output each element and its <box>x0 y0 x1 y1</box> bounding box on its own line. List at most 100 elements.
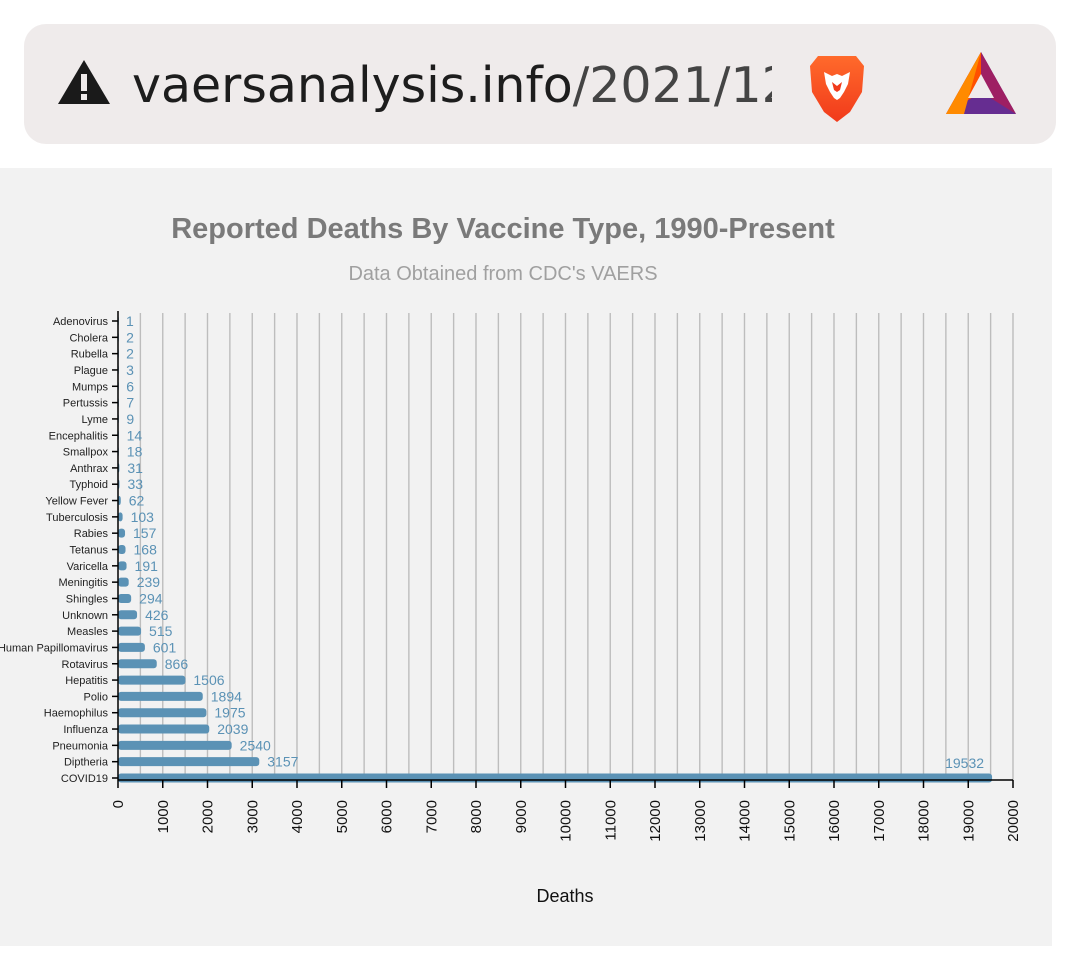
chart-subtitle: Data Obtained from CDC's VAERS <box>348 263 657 285</box>
category-label: Tetanus <box>69 545 108 557</box>
value-label: 2 <box>126 329 134 345</box>
value-label: 191 <box>135 558 159 574</box>
x-tick-label: 20000 <box>1005 800 1022 842</box>
bar <box>118 528 126 538</box>
x-tick-label: 15000 <box>781 800 798 842</box>
category-label: Typhoid <box>69 479 108 491</box>
value-label: 426 <box>145 607 169 623</box>
category-label: Meningitis <box>58 577 108 589</box>
bar-chart: Reported Deaths By Vaccine Type, 1990-Pr… <box>0 213 1022 906</box>
x-tick-label: 3000 <box>244 800 261 833</box>
value-label: 866 <box>165 656 189 672</box>
value-label: 239 <box>137 574 161 590</box>
value-label: 2540 <box>240 737 271 753</box>
chart-title: Reported Deaths By Vaccine Type, 1990-Pr… <box>171 213 835 245</box>
category-label: Polio <box>84 691 108 703</box>
category-label: Encephalitis <box>49 430 109 442</box>
axes <box>112 311 1014 788</box>
category-label: Varicella <box>67 561 109 573</box>
x-tick-label: 0 <box>110 800 127 808</box>
bars <box>118 316 993 783</box>
x-tick-label: 16000 <box>826 800 843 842</box>
category-label: Human Papillomavirus <box>0 642 108 654</box>
value-label: 18 <box>127 444 143 460</box>
x-tick-label: 9000 <box>513 800 530 833</box>
x-tick-label: 11000 <box>602 800 619 841</box>
x-tick-label: 8000 <box>468 800 485 833</box>
x-tick-label: 17000 <box>871 800 888 842</box>
brave-lion-icon[interactable] <box>804 52 870 124</box>
bar <box>118 740 232 750</box>
bar <box>118 773 993 783</box>
address-bar[interactable] <box>24 24 1056 144</box>
bar <box>118 691 203 701</box>
category-label: Pertussis <box>63 398 109 410</box>
category-label: Measles <box>67 626 108 638</box>
category-label: Hepatitis <box>65 675 108 687</box>
category-label: Unknown <box>62 610 108 622</box>
category-label: Lyme <box>82 414 109 426</box>
category-label: COVID19 <box>61 773 108 785</box>
category-label: Diptheria <box>64 757 109 769</box>
category-label: Pneumonia <box>52 740 109 752</box>
value-label: 31 <box>127 460 143 476</box>
value-label: 2039 <box>217 721 248 737</box>
category-label: Smallpox <box>63 447 109 459</box>
category-label: Tuberculosis <box>46 512 108 524</box>
category-label: Haemophilus <box>44 708 109 720</box>
labels: Adenovirus 1 Cholera 2 Rubella 2 Plague 3 Mumps 6… <box>0 313 1022 842</box>
x-tick-label: 1000 <box>155 800 172 833</box>
url-path: /2021/12 <box>572 57 772 114</box>
value-label: 168 <box>134 542 158 558</box>
bat-rewards-icon[interactable] <box>944 50 1018 118</box>
value-label: 2 <box>126 346 134 362</box>
bar <box>118 708 207 718</box>
x-tick-label: 18000 <box>916 800 933 842</box>
value-label: 3157 <box>267 754 298 770</box>
bar <box>118 675 186 685</box>
bar <box>118 545 126 554</box>
value-label: 601 <box>153 639 177 655</box>
category-label: Rotavirus <box>62 659 109 671</box>
url-text[interactable]: vaersanalysis.info/2021/12 <box>132 50 772 122</box>
category-label: Plague <box>74 365 108 377</box>
category-label: Anthrax <box>70 463 108 475</box>
category-label: Rubella <box>71 349 109 361</box>
value-label: 515 <box>149 623 173 639</box>
value-label: 1 <box>126 313 134 329</box>
url-domain: vaersanalysis.info <box>132 57 573 114</box>
warning-triangle-icon[interactable] <box>56 58 112 106</box>
bar <box>118 512 123 522</box>
category-label: Shingles <box>66 593 109 605</box>
bar <box>118 577 129 587</box>
category-label: Yellow Fever <box>45 496 108 508</box>
x-tick-label: 19000 <box>960 800 977 842</box>
x-tick-label: 7000 <box>423 800 440 833</box>
value-label: 3 <box>126 362 134 378</box>
category-label: Cholera <box>69 332 108 344</box>
bar <box>118 610 138 620</box>
value-label: 33 <box>127 476 143 492</box>
value-label: 19532 <box>945 755 984 771</box>
x-tick-label: 14000 <box>737 800 754 842</box>
bar <box>118 593 132 603</box>
value-label: 294 <box>139 590 163 606</box>
x-tick-label: 5000 <box>334 800 351 833</box>
category-label: Rabies <box>74 528 109 540</box>
category-label: Mumps <box>72 381 109 393</box>
x-tick-label: 2000 <box>200 800 217 833</box>
grid-lines <box>139 313 1014 780</box>
category-label: Adenovirus <box>53 316 109 328</box>
value-label: 6 <box>126 378 134 394</box>
bar <box>118 724 210 734</box>
x-tick-label: 10000 <box>558 800 575 842</box>
value-label: 9 <box>126 411 134 427</box>
bar <box>118 626 142 636</box>
bar <box>118 659 157 669</box>
value-label: 7 <box>126 395 134 411</box>
category-label: Influenza <box>63 724 109 736</box>
x-axis-title: Deaths <box>536 886 593 906</box>
value-label: 62 <box>129 493 145 509</box>
x-tick-label: 13000 <box>692 800 709 842</box>
bar <box>118 757 260 767</box>
